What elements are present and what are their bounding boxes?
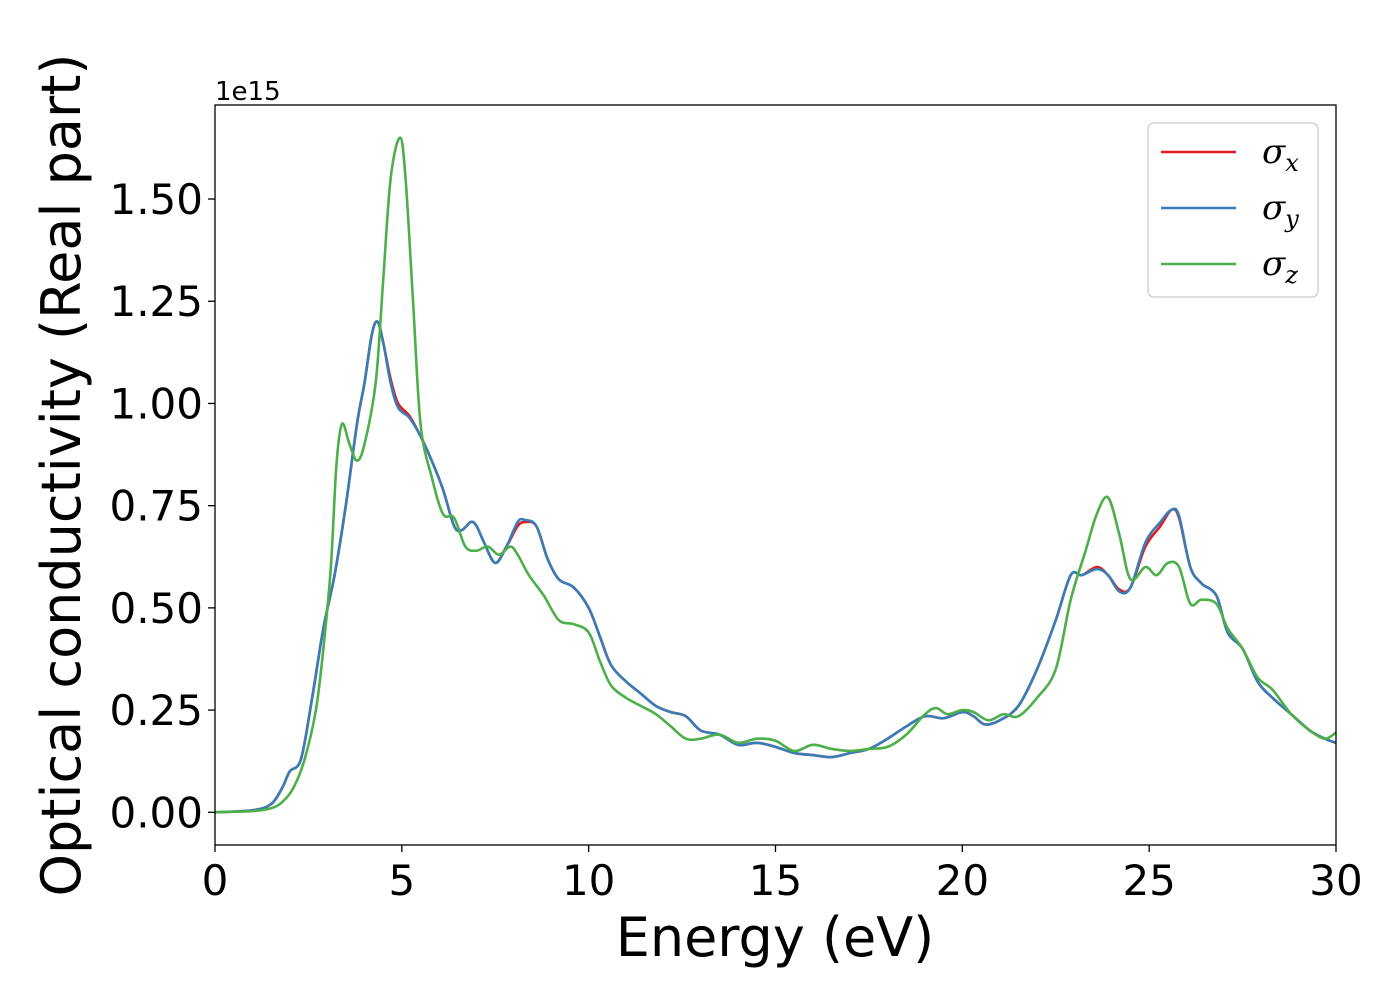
- y-tick-label: 1.00: [109, 379, 203, 428]
- x-tick-label: 5: [388, 856, 415, 905]
- y-tick-label: 0.50: [109, 584, 203, 633]
- x-axis-title: Energy (eV): [616, 906, 935, 969]
- y-tick-label: 0.25: [109, 686, 203, 735]
- x-tick-label: 10: [562, 856, 615, 905]
- legend-label-sigma-z: σz: [1262, 244, 1298, 289]
- x-tick-label: 30: [1309, 856, 1362, 905]
- x-tick-label: 0: [202, 856, 229, 905]
- x-tick-label: 25: [1122, 856, 1175, 905]
- y-tick-label: 1.25: [109, 277, 203, 326]
- legend: σx σy σz: [1147, 122, 1319, 298]
- y-offset-label: 1e15: [215, 77, 281, 107]
- x-tick-label: 15: [749, 856, 802, 905]
- legend-frame: [1147, 122, 1319, 298]
- series-layer: [215, 136, 1336, 814]
- y-tick-label: 0.75: [109, 482, 203, 531]
- x-axis: 0 5 10 15 20 25 30: [202, 845, 1363, 905]
- y-axis: 0.00 0.25 0.50 0.75 1.00 1.25 1.50: [109, 175, 215, 837]
- y-tick-label: 1.50: [109, 175, 203, 224]
- legend-label-sigma-y: σy: [1262, 188, 1299, 233]
- x-tick-label: 20: [936, 856, 989, 905]
- legend-label-sigma-x: σx: [1262, 132, 1299, 177]
- series-line-sigma-z: [215, 136, 1336, 814]
- y-axis-title: Optical conductivity (Real part): [30, 54, 93, 897]
- y-tick-label: 0.00: [109, 788, 203, 837]
